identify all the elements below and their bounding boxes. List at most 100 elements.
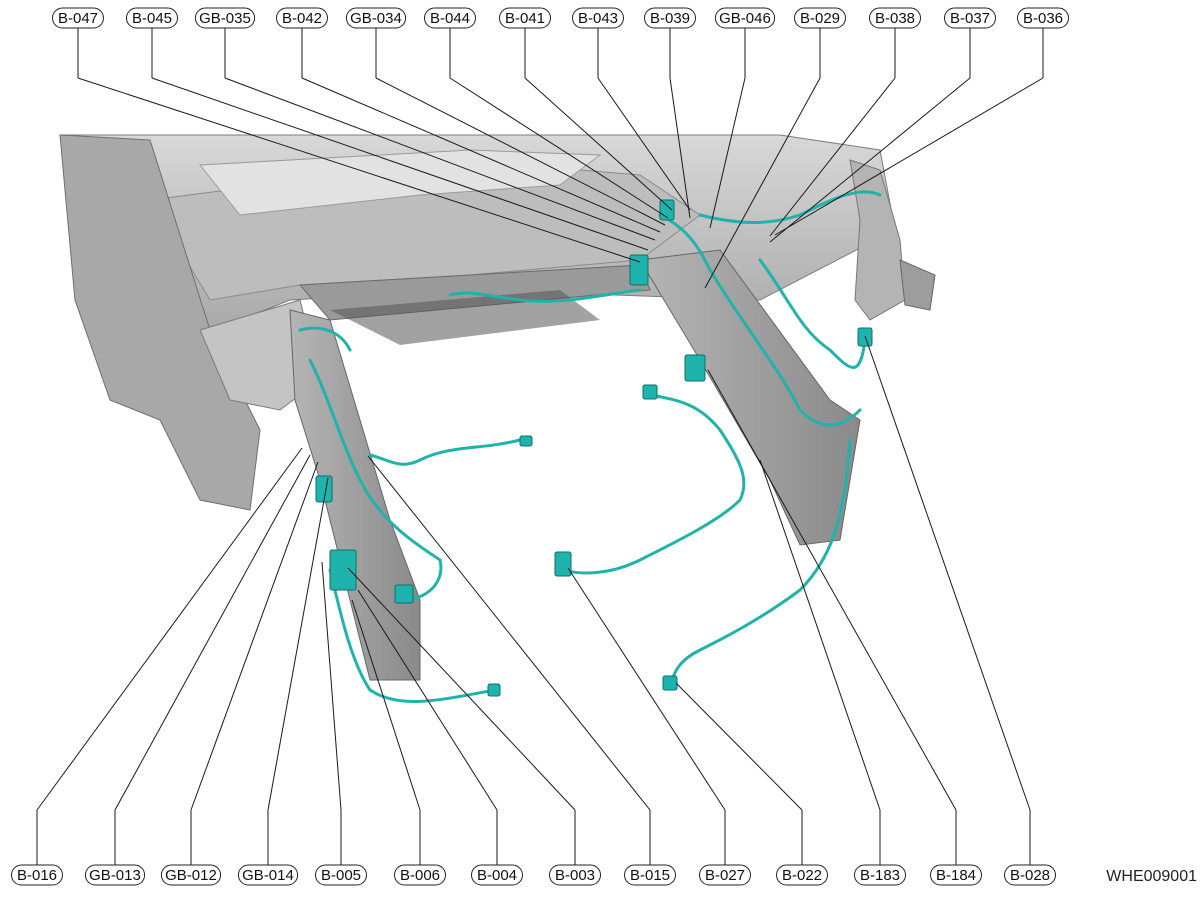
callout-bubble (11, 864, 63, 886)
connectors (315, 199, 873, 697)
callout-bubble (315, 864, 367, 886)
callout-bubble (471, 864, 523, 886)
callout-label: B-039 (650, 10, 690, 27)
harness-left-center-branch (368, 438, 522, 466)
harness-center-branch (563, 393, 746, 575)
leader-line (675, 682, 803, 811)
leader-line (704, 77, 821, 289)
callout-bubble (84, 864, 146, 886)
callout-label: B-027 (705, 867, 745, 884)
top-callout-gb-046: GB-046 (714, 7, 776, 29)
callout-label: GB-013 (89, 867, 141, 884)
top-callout-gb-034: GB-034 (345, 7, 407, 29)
callout-bubble (276, 7, 328, 29)
vehicle-body-structure (59, 134, 936, 681)
callout-label: B-036 (1023, 10, 1063, 27)
top-callout-b-044: B-044 (424, 7, 476, 29)
top-callout-b-042: B-042 (276, 7, 328, 29)
leader-line (357, 589, 498, 811)
callout-bubble (424, 7, 476, 29)
callout-label: B-016 (17, 867, 57, 884)
callout-label: B-183 (860, 867, 900, 884)
leader-line (567, 567, 726, 811)
leader-line (774, 77, 1044, 236)
bottom-callout-b-027: B-027 (699, 864, 751, 886)
leader-line (351, 599, 421, 811)
callout-bubble (1004, 864, 1056, 886)
callout-label: B-037 (950, 10, 990, 27)
leader-line (707, 369, 957, 811)
callout-bubble (714, 7, 776, 29)
callout-label: B-047 (58, 10, 98, 27)
connector-block (629, 254, 649, 286)
callout-label: GB-034 (350, 10, 402, 27)
callout-bubble (126, 7, 178, 29)
leader-line (375, 77, 666, 226)
leader-line (77, 77, 641, 263)
harness-main-firewall-run (448, 288, 642, 303)
callout-bubble (499, 7, 551, 29)
callout-bubble (776, 864, 828, 886)
callout-label: GB-014 (242, 867, 294, 884)
top-callout-gb-035: GB-035 (194, 7, 256, 29)
callout-bubble (1017, 7, 1069, 29)
bottom-callout-b-022: B-022 (776, 864, 828, 886)
leader-line (597, 77, 691, 211)
leader-line (449, 77, 669, 219)
reference-code: WHE009001 (1106, 868, 1197, 885)
connector-block (642, 384, 658, 400)
callout-bubble (237, 864, 299, 886)
callout-bubble (624, 864, 676, 886)
bottom-callout-gb-013: GB-013 (84, 864, 146, 886)
bottom-callout-gb-012: GB-012 (160, 864, 222, 886)
leader-line (321, 561, 342, 811)
callout-label: B-041 (505, 10, 545, 27)
callout-label: B-045 (132, 10, 172, 27)
leader-line (151, 77, 649, 251)
connector-block (394, 584, 414, 604)
callout-label: B-004 (477, 867, 517, 884)
callout-label: B-038 (875, 10, 915, 27)
harness-right-lower-loop (668, 438, 852, 687)
leader-line (267, 477, 329, 811)
bottom-callout-b-183: B-183 (854, 864, 906, 886)
callout-bubble (644, 7, 696, 29)
bottom-callout-b-003: B-003 (549, 864, 601, 886)
callout-bubble (345, 7, 407, 29)
callout-label: B-028 (1010, 867, 1050, 884)
callout-bubble (572, 7, 624, 29)
right-strut-bracket (849, 159, 906, 321)
bottom-callout-b-016: B-016 (11, 864, 63, 886)
connector-block (519, 435, 533, 447)
wiring-harness (298, 190, 882, 704)
leader-line (36, 447, 303, 811)
leader-line (367, 455, 651, 811)
callout-label: B-006 (400, 867, 440, 884)
harness-left-rail-run (308, 358, 443, 602)
callout-label: B-022 (782, 867, 822, 884)
callout-label: B-003 (555, 867, 595, 884)
callout-bubble (194, 7, 256, 29)
callout-bubble (854, 864, 906, 886)
leader-line (709, 77, 746, 229)
top-callout-labels: B-047 B-045 GB-035 B-042 GB-034 B-044 B-041 B-0… (52, 7, 1069, 29)
harness-right-upper-branch (698, 190, 882, 224)
top-callout-b-041: B-041 (499, 7, 551, 29)
leader-line (669, 77, 691, 219)
top-callout-b-036: B-036 (1017, 7, 1069, 29)
top-callout-b-037: B-037 (944, 7, 996, 29)
top-callout-b-029: B-029 (794, 7, 846, 29)
bottom-callout-b-015: B-015 (624, 864, 676, 886)
callout-bubble (944, 7, 996, 29)
leader-line (224, 77, 656, 241)
callout-label: GB-046 (719, 10, 771, 27)
leader-line (301, 77, 661, 233)
connector-block (554, 551, 572, 577)
bottom-callout-labels: B-016 GB-013 GB-012 GB-014 B-005 B-006 B-004 B-… (11, 864, 1056, 886)
callout-label: GB-035 (199, 10, 251, 27)
leader-lines (36, 28, 1044, 865)
callout-bubble (52, 7, 104, 29)
harness-right-rail-run (658, 213, 862, 427)
connector-block (487, 683, 501, 697)
